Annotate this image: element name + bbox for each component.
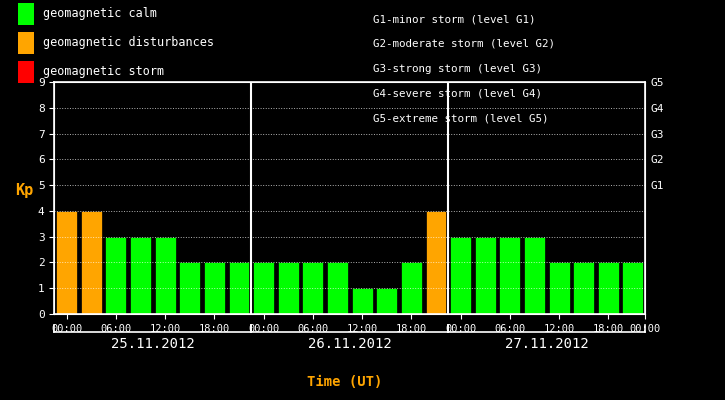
Bar — [376, 288, 397, 314]
Bar — [598, 262, 618, 314]
Bar — [327, 262, 348, 314]
Bar — [401, 262, 422, 314]
Text: G5-extreme storm (level G5): G5-extreme storm (level G5) — [373, 113, 549, 123]
Bar — [179, 262, 200, 314]
Bar — [228, 262, 249, 314]
Bar — [549, 262, 570, 314]
Bar — [278, 262, 299, 314]
Bar — [524, 237, 545, 314]
Text: G2-moderate storm (level G2): G2-moderate storm (level G2) — [373, 39, 555, 49]
Bar — [426, 211, 447, 314]
Bar — [302, 262, 323, 314]
Y-axis label: Kp: Kp — [15, 183, 33, 198]
Text: G4-severe storm (level G4): G4-severe storm (level G4) — [373, 88, 542, 98]
Text: 27.11.2012: 27.11.2012 — [505, 337, 589, 351]
Text: G1-minor storm (level G1): G1-minor storm (level G1) — [373, 14, 536, 24]
Bar — [154, 237, 175, 314]
Bar — [500, 237, 521, 314]
Bar — [253, 262, 274, 314]
Bar — [475, 237, 496, 314]
Bar — [57, 211, 77, 314]
Text: geomagnetic storm: geomagnetic storm — [43, 65, 164, 78]
Text: geomagnetic disturbances: geomagnetic disturbances — [43, 36, 214, 49]
Bar — [573, 262, 594, 314]
Bar — [81, 211, 102, 314]
Text: 25.11.2012: 25.11.2012 — [111, 337, 195, 351]
Bar — [450, 237, 471, 314]
Bar — [352, 288, 373, 314]
Bar — [105, 237, 126, 314]
Bar — [204, 262, 225, 314]
Bar — [623, 262, 643, 314]
Text: G3-strong storm (level G3): G3-strong storm (level G3) — [373, 64, 542, 74]
Text: 26.11.2012: 26.11.2012 — [308, 337, 392, 351]
Text: geomagnetic calm: geomagnetic calm — [43, 8, 157, 20]
Bar — [130, 237, 151, 314]
Text: Time (UT): Time (UT) — [307, 375, 382, 389]
